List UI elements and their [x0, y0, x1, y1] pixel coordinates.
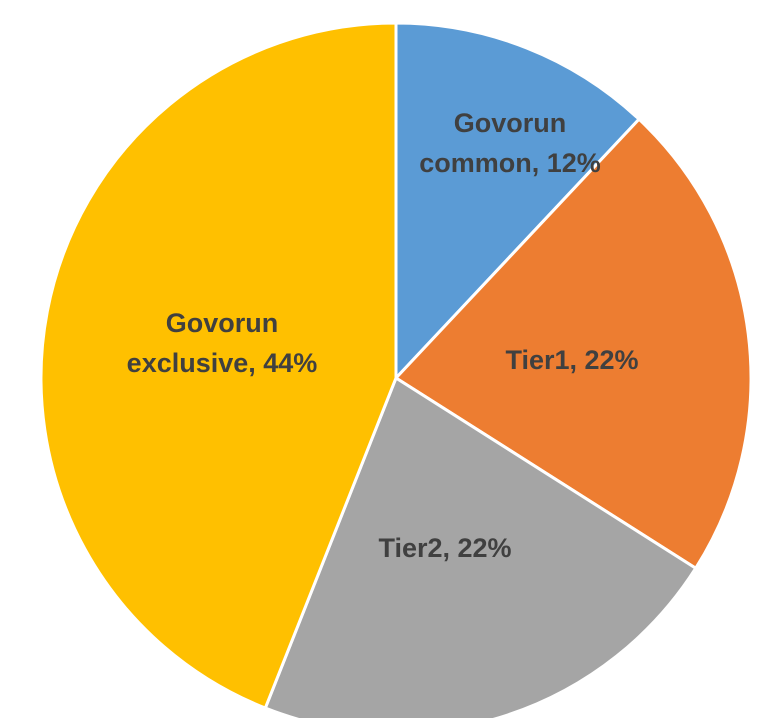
data-label: Tier1, 22% [505, 345, 638, 375]
data-label: Govorun common, 12% [419, 108, 601, 178]
pie-slice [394, 21, 642, 382]
pie-slice [393, 117, 753, 571]
data-label: Govorun exclusive, 44% [127, 308, 318, 378]
data-label: Tier2, 22% [378, 533, 511, 563]
pie-slice [263, 375, 698, 718]
data-label-line: common, 12% [419, 148, 601, 178]
data-label-line: Govorun [454, 108, 567, 138]
data-label-line: exclusive, 44% [127, 348, 318, 378]
pie-slice [39, 21, 398, 711]
data-label-line: Govorun [166, 308, 279, 338]
